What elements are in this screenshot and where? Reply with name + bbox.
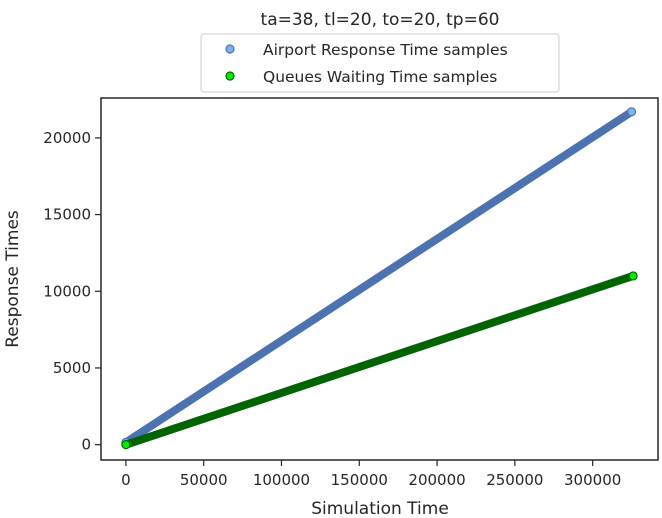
legend-frame <box>200 33 560 93</box>
y-tick-label: 20000 <box>43 129 91 147</box>
series-band-0 <box>121 107 636 447</box>
series-layer <box>121 107 638 450</box>
series-band-1 <box>121 271 638 449</box>
x-tick-label: 50000 <box>180 471 228 489</box>
x-tick-label: 100000 <box>253 471 310 489</box>
y-axis-label: Response Times <box>3 210 23 348</box>
legend-marker-airport <box>225 44 235 54</box>
legend-marker-queues <box>225 71 235 81</box>
x-tick-label: 300000 <box>564 471 621 489</box>
chart-title: ta=38, tl=20, to=20, tp=60 <box>261 10 500 30</box>
legend-label-airport: Airport Response Time samples <box>263 41 508 59</box>
series-1-point-end <box>628 271 638 281</box>
x-tick-label: 0 <box>121 471 131 489</box>
y-tick-label: 15000 <box>43 206 91 224</box>
series-0-point-end <box>626 107 637 117</box>
x-axis-label: Simulation Time <box>311 499 449 518</box>
y-tick-label: 5000 <box>53 359 91 377</box>
y-tick-label: 0 <box>81 436 91 454</box>
legend: Airport Response Time samples Queues Wai… <box>200 33 560 93</box>
plot-frame <box>100 97 659 461</box>
x-tick-label: 200000 <box>408 471 465 489</box>
x-tick-label: 150000 <box>331 471 388 489</box>
x-axis: 0 50000 100000 150000 200000 250000 300000 <box>121 460 621 489</box>
y-axis: 0 5000 10000 15000 20000 <box>43 129 101 454</box>
y-tick-label: 10000 <box>43 282 91 300</box>
legend-label-queues: Queues Waiting Time samples <box>263 68 497 86</box>
x-tick-label: 250000 <box>486 471 543 489</box>
series-1-point-start <box>121 440 131 450</box>
